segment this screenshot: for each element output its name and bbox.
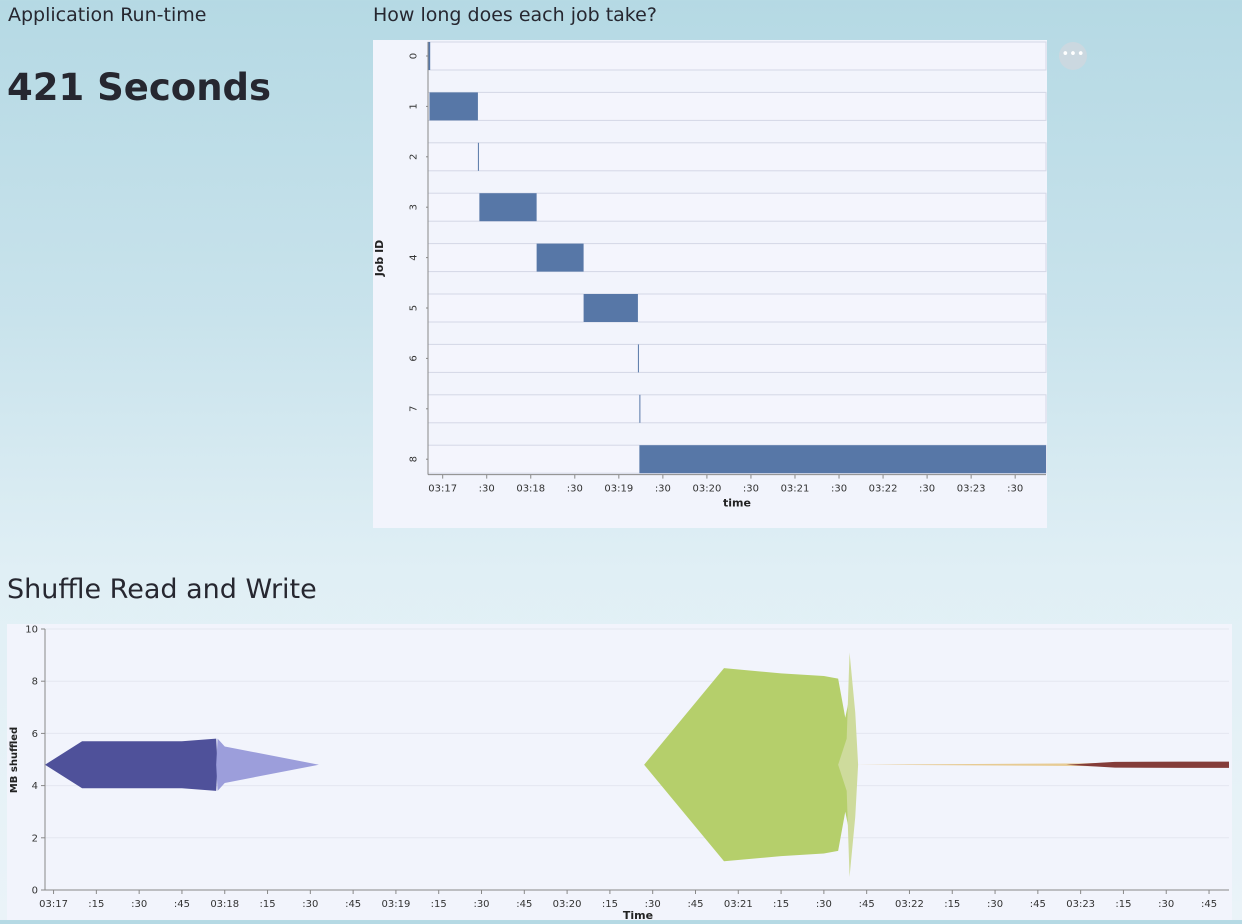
x-tick-label: 03:23 xyxy=(1066,899,1095,910)
y-tick-label: 0 xyxy=(32,886,38,897)
x-tick-label: :45 xyxy=(516,899,532,910)
x-tick-label: :45 xyxy=(687,899,703,910)
x-tick-label: :15 xyxy=(259,899,275,910)
x-tick-label: 03:22 xyxy=(895,899,924,910)
gantt-bar xyxy=(639,445,1046,474)
x-tick-label: 03:20 xyxy=(553,899,582,910)
stream-area xyxy=(1066,761,1229,768)
x-tick-label: :30 xyxy=(987,899,1003,910)
gantt-bar xyxy=(639,394,641,423)
y-tick-label: 6 xyxy=(32,729,38,740)
y-tick-label: 7 xyxy=(409,406,420,412)
x-tick-label: 03:23 xyxy=(957,484,986,495)
runtime-label: Application Run-time xyxy=(8,4,207,26)
x-tick-label: :15 xyxy=(88,899,104,910)
x-tick-label: :15 xyxy=(1115,899,1131,910)
gantt-bar xyxy=(637,344,639,373)
x-tick-label: :30 xyxy=(479,484,495,495)
y-axis-title: MB shuffled xyxy=(9,727,20,793)
shuffle-chart: 0 2 4 6 8 10 03:17 :15 :30 :45 03:18 :15 :30 :45 03:19… xyxy=(7,624,1232,922)
x-tick-label: :30 xyxy=(816,899,832,910)
x-tick-label: 03:21 xyxy=(781,484,810,495)
y-tick-label: 4 xyxy=(409,254,420,260)
x-tick-label: 03:17 xyxy=(428,484,457,495)
x-tick-label: :30 xyxy=(645,899,661,910)
x-tick-label: :15 xyxy=(602,899,618,910)
x-tick-label: :30 xyxy=(473,899,489,910)
x-axis-title: Time xyxy=(623,909,653,920)
x-tick-label: 03:19 xyxy=(382,899,411,910)
x-tick-label: :30 xyxy=(567,484,583,495)
x-tick-label: :15 xyxy=(431,899,447,910)
chart-actions-button[interactable]: ••• xyxy=(1059,42,1087,70)
x-tick-label: :30 xyxy=(919,484,935,495)
x-tick-label: :30 xyxy=(655,484,671,495)
x-tick-label: 03:18 xyxy=(210,899,239,910)
y-axis-title: Job ID xyxy=(373,240,386,278)
gantt-svg: 0 1 2 3 4 5 6 7 8 03:17 :30 03:18 :30 03:19 :30 03:20 :3… xyxy=(373,41,1047,510)
x-tick-label: :45 xyxy=(1030,899,1046,910)
gantt-bar xyxy=(477,142,479,171)
gantt-bar xyxy=(428,42,431,70)
x-tick-label: :30 xyxy=(302,899,318,910)
stream-area xyxy=(45,738,218,791)
shuffle-svg: 0 2 4 6 8 10 03:17 :15 :30 :45 03:18 :15 :30 :45 03:19… xyxy=(9,625,1229,922)
stream-area xyxy=(216,738,319,791)
gantt-row-band xyxy=(427,394,1047,424)
gantt-row-band xyxy=(427,293,1047,323)
y-tick-label: 6 xyxy=(409,355,420,361)
x-tick-label: 03:19 xyxy=(604,484,633,495)
gantt-row-band xyxy=(427,142,1047,172)
runtime-value: 421 Seconds xyxy=(7,66,272,109)
x-tick-label: 03:18 xyxy=(516,484,545,495)
y-tick-label: 5 xyxy=(409,305,420,311)
x-tick-label: :30 xyxy=(743,484,759,495)
y-tick-label: 4 xyxy=(32,781,38,792)
gantt-row-band xyxy=(427,343,1047,373)
stream-area xyxy=(644,668,856,862)
y-tick-label: 2 xyxy=(32,833,38,844)
stream-area xyxy=(838,652,859,877)
job-duration-chart: 0 1 2 3 4 5 6 7 8 03:17 :30 03:18 :30 03:19 :30 03:20 :3… xyxy=(373,40,1047,528)
gantt-row-band xyxy=(427,41,1047,71)
y-tick-label: 1 xyxy=(409,103,420,109)
gantt-bar xyxy=(583,294,638,322)
x-tick-label: :15 xyxy=(944,899,960,910)
gantt-bar xyxy=(536,243,584,272)
gantt-row-band xyxy=(427,91,1047,121)
x-tick-label: 03:22 xyxy=(869,484,898,495)
x-tick-label: :45 xyxy=(345,899,361,910)
jobs-chart-title: How long does each job take? xyxy=(373,4,657,26)
x-tick-label: :45 xyxy=(1201,899,1217,910)
gantt-row-band xyxy=(427,243,1047,273)
x-tick-label: :30 xyxy=(131,899,147,910)
x-tick-label: 03:21 xyxy=(724,899,753,910)
y-tick-label: 8 xyxy=(32,677,38,688)
shuffle-chart-title: Shuffle Read and Write xyxy=(7,574,317,605)
x-tick-label: :30 xyxy=(1007,484,1023,495)
y-tick-label: 10 xyxy=(25,625,38,636)
x-tick-label: :45 xyxy=(859,899,875,910)
y-tick-label: 2 xyxy=(409,154,420,160)
gantt-bar xyxy=(479,193,537,222)
x-tick-label: 03:20 xyxy=(692,484,721,495)
gantt-bar xyxy=(429,92,478,121)
x-tick-label: :15 xyxy=(773,899,789,910)
y-tick-label: 8 xyxy=(409,456,420,462)
x-tick-label: :30 xyxy=(1158,899,1174,910)
x-tick-label: 03:17 xyxy=(39,899,68,910)
x-tick-label: :45 xyxy=(174,899,190,910)
y-tick-label: 3 xyxy=(409,204,420,210)
y-tick-label: 0 xyxy=(409,53,420,59)
x-tick-label: :30 xyxy=(831,484,847,495)
ellipsis-icon: ••• xyxy=(1061,47,1085,62)
x-axis-title: time xyxy=(723,497,751,510)
